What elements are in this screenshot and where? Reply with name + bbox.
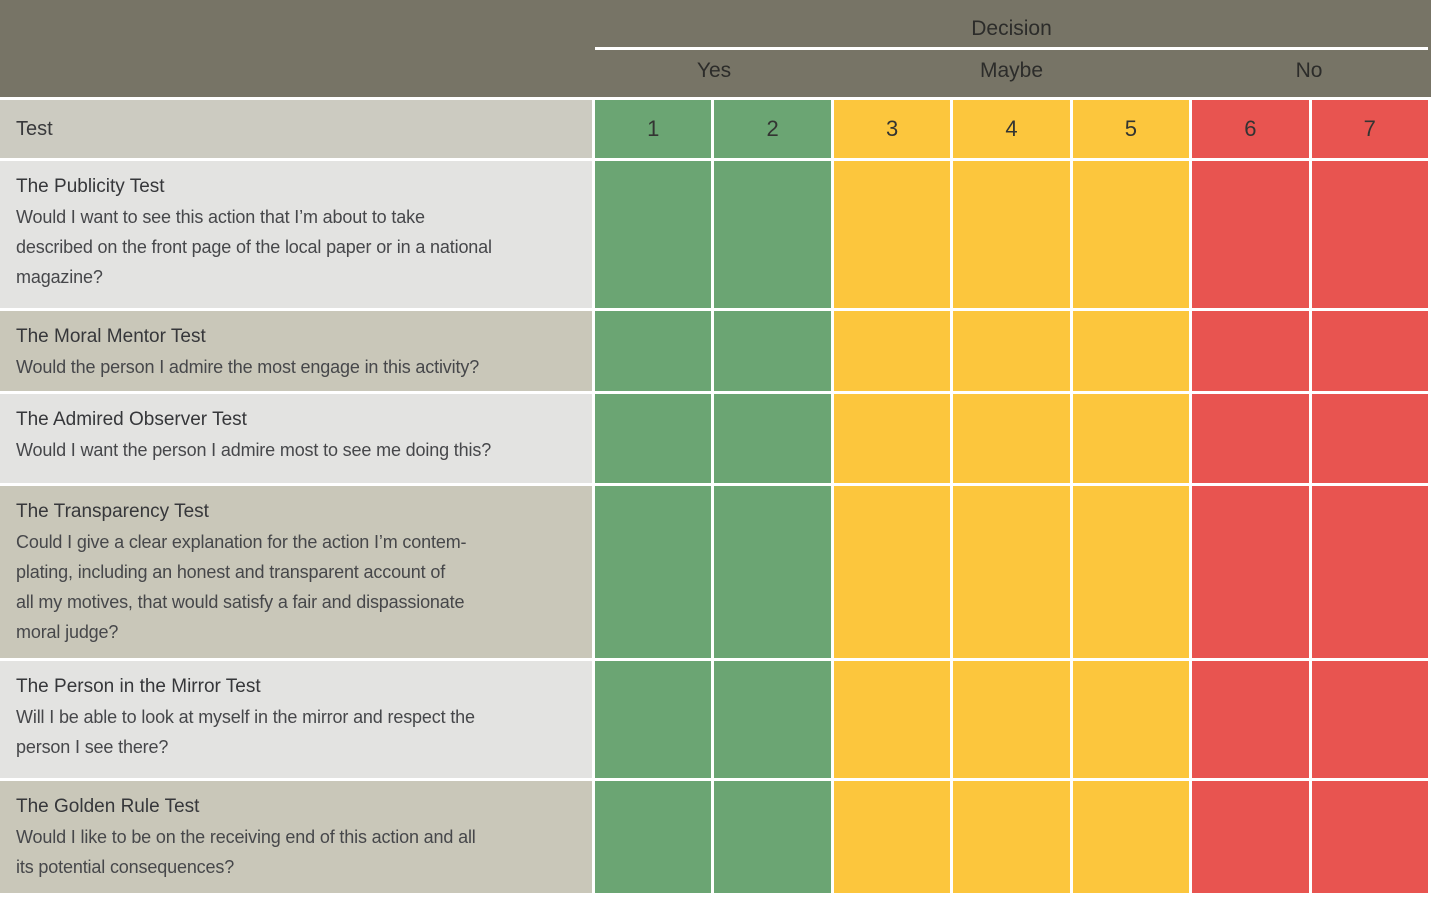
decision-cell-r4c3: [833, 486, 951, 658]
decision-cell-r5c4: [953, 661, 1070, 778]
column-header-7: 7: [1311, 100, 1428, 158]
row-description: Would I like to be on the receiving end …: [16, 827, 476, 877]
row-description: Would I want to see this action that I’m…: [16, 207, 492, 287]
decision-title: Decision: [971, 17, 1052, 40]
row-description: Will I be able to look at myself in the …: [16, 707, 475, 757]
row-title: The Publicity Test: [16, 176, 165, 197]
row-title: The Admired Observer Test: [16, 409, 247, 430]
row-label-person-in-the-mirror-test: The Person in the Mirror Test Will I be …: [0, 661, 592, 778]
decision-cell-r4c5: [1072, 486, 1190, 658]
decision-cell-r2c5: [1072, 311, 1190, 391]
decision-cell-r4c4: [953, 486, 1070, 658]
column-header-2: 2: [714, 100, 831, 158]
decision-cell-r6c6: [1192, 781, 1309, 893]
decision-cell-r3c3: [833, 394, 951, 483]
column-header-5: 5: [1072, 100, 1190, 158]
row-label-admired-observer-test: The Admired Observer Test Would I want t…: [0, 394, 592, 483]
decision-cell-r2c7: [1311, 311, 1428, 391]
decision-cell-r6c1: [595, 781, 712, 893]
decision-cell-r5c5: [1072, 661, 1190, 778]
decision-cell-r2c6: [1192, 311, 1309, 391]
decision-cell-r4c1: [595, 486, 712, 658]
row-description: Could I give a clear explanation for the…: [16, 532, 467, 642]
decision-cell-r1c1: [595, 161, 712, 308]
row-label-golden-rule-test: The Golden Rule Test Would I like to be …: [0, 781, 592, 893]
decision-cell-r4c6: [1192, 486, 1309, 658]
row-description: Would the person I admire the most engag…: [16, 357, 480, 377]
decision-cell-r6c3: [833, 781, 951, 893]
decision-header-band: Decision Yes Maybe No: [0, 0, 1431, 97]
decision-underline: [595, 47, 1428, 50]
group-label-yes: Yes: [696, 59, 732, 82]
decision-grid: Test 1 2 3 4 5 6 7 The Publicity Test Wo…: [0, 97, 1431, 893]
decision-cell-r5c2: [714, 661, 831, 778]
decision-cell-r2c4: [953, 311, 1070, 391]
decision-cell-r1c4: [953, 161, 1070, 308]
decision-cell-r6c5: [1072, 781, 1190, 893]
decision-cell-r3c6: [1192, 394, 1309, 483]
decision-cell-r5c3: [833, 661, 951, 778]
decision-cell-r2c3: [833, 311, 951, 391]
decision-cell-r3c4: [953, 394, 1070, 483]
column-header-3: 3: [833, 100, 951, 158]
column-header-1: 1: [595, 100, 712, 158]
decision-cell-r1c6: [1192, 161, 1309, 308]
column-header-4: 4: [953, 100, 1070, 158]
row-title: The Person in the Mirror Test: [16, 676, 261, 697]
decision-cell-r2c1: [595, 311, 712, 391]
row-label-moral-mentor-test: The Moral Mentor Test Would the person I…: [0, 311, 592, 391]
row-label-publicity-test: The Publicity Test Would I want to see t…: [0, 161, 592, 308]
decision-cell-r5c7: [1311, 661, 1428, 778]
decision-cell-r6c2: [714, 781, 831, 893]
decision-cell-r3c1: [595, 394, 712, 483]
decision-cell-r2c2: [714, 311, 831, 391]
decision-cell-r1c3: [833, 161, 951, 308]
row-title: The Golden Rule Test: [16, 796, 200, 817]
decision-cell-r1c2: [714, 161, 831, 308]
decision-cell-r4c7: [1311, 486, 1428, 658]
decision-cell-r3c2: [714, 394, 831, 483]
group-label-no: No: [1295, 59, 1323, 82]
decision-cell-r3c5: [1072, 394, 1190, 483]
decision-cell-r4c2: [714, 486, 831, 658]
decision-cell-r5c1: [595, 661, 712, 778]
decision-cell-r3c7: [1311, 394, 1428, 483]
decision-cell-r1c5: [1072, 161, 1190, 308]
decision-cell-r6c4: [953, 781, 1070, 893]
decision-cell-r1c7: [1311, 161, 1428, 308]
row-description: Would I want the person I admire most to…: [16, 440, 492, 460]
row-title: The Transparency Test: [16, 501, 209, 522]
group-label-maybe: Maybe: [979, 59, 1044, 82]
row-title: The Moral Mentor Test: [16, 326, 206, 347]
test-column-header: Test: [0, 100, 592, 158]
column-header-6: 6: [1192, 100, 1309, 158]
row-label-transparency-test: The Transparency Test Could I give a cle…: [0, 486, 592, 658]
decision-cell-r6c7: [1311, 781, 1428, 893]
decision-cell-r5c6: [1192, 661, 1309, 778]
